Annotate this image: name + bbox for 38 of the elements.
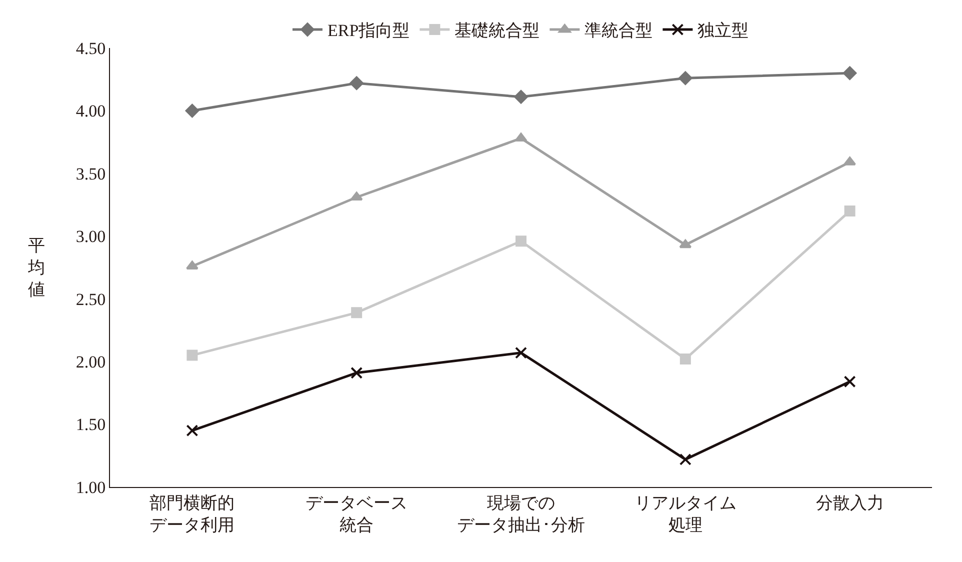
y-tick-label: 2.50: [76, 290, 106, 309]
point: [679, 239, 692, 248]
point: [515, 346, 527, 359]
point: [350, 366, 363, 379]
y-tick-label: 1.00: [76, 478, 106, 497]
point: [844, 376, 856, 388]
point: [186, 350, 198, 361]
point: [844, 206, 856, 217]
y-tick-label: 2.00: [76, 352, 106, 372]
y-axis-title: 平均値: [27, 236, 45, 300]
legend-label: 準統合型: [584, 21, 653, 40]
y-tick-label: 1.50: [76, 415, 106, 434]
y-tick-label: 3.00: [76, 227, 106, 246]
point: [350, 192, 363, 201]
point: [678, 71, 692, 85]
y-tick-label: 4.50: [76, 38, 106, 58]
legend-label: ERP指向型: [328, 21, 410, 40]
point: [844, 156, 856, 166]
legend-label: 独立型: [698, 21, 749, 40]
y-tick-label: 4.00: [76, 102, 106, 121]
point: [679, 453, 692, 466]
point: [680, 354, 691, 365]
point: [186, 424, 198, 437]
point: [350, 76, 364, 90]
legend-label: 基礎統合型: [454, 21, 540, 40]
point: [351, 307, 362, 318]
x-tick-label: 現場でのデータ抽出･分析: [457, 493, 585, 534]
point: [514, 90, 528, 104]
point: [186, 260, 198, 270]
x-tick-label: 部門横断的データ利用: [150, 493, 235, 534]
x-tick-label: 分散入力: [816, 493, 884, 512]
point: [514, 132, 528, 142]
point: [185, 104, 200, 118]
point: [516, 236, 526, 247]
x-tick-label: データベース統合: [306, 493, 408, 534]
point: [842, 66, 857, 80]
x-tick-label: リアルタイム処理: [634, 493, 736, 534]
y-tick-label: 3.50: [76, 164, 106, 184]
